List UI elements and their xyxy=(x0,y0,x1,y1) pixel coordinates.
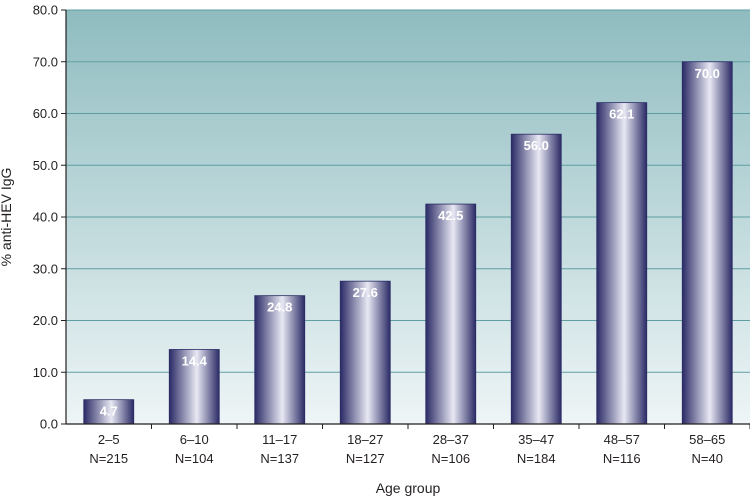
bar xyxy=(83,399,135,425)
x-tick-label: 28–37 xyxy=(433,432,469,447)
y-tick-label: 40.0 xyxy=(33,210,58,225)
bar xyxy=(681,61,733,425)
y-tick-label: 0.0 xyxy=(40,417,58,432)
bar xyxy=(339,280,391,425)
x-axis-label: Age group xyxy=(376,480,441,496)
bar xyxy=(254,295,306,425)
data-label: 24.8 xyxy=(267,300,292,315)
x-sample-size-label: N=40 xyxy=(692,451,723,466)
x-sample-size-label: N=127 xyxy=(346,451,385,466)
x-sample-size-label: N=116 xyxy=(603,451,641,466)
bars: 4.7 14.4 24.8 27.6 42.5 56.0 62.1 70.0 xyxy=(83,61,733,425)
x-tick-label: 11–17 xyxy=(262,432,297,447)
y-tick-label: 10.0 xyxy=(33,365,58,380)
data-label: 14.4 xyxy=(182,353,208,368)
x-tick-labels: 2–5 N=215 6–10 N=104 11–17 N=137 18–27 N=127 28–… xyxy=(89,424,750,466)
x-sample-size-label: N=137 xyxy=(260,451,299,466)
y-tick-label: 80.0 xyxy=(33,3,58,18)
data-label: 70.0 xyxy=(695,66,720,81)
x-tick-label: 2–5 xyxy=(98,432,120,447)
x-tick-label: 18–27 xyxy=(347,432,383,447)
y-axis-label: % anti-HEV IgG xyxy=(0,168,14,267)
bar xyxy=(168,349,220,425)
y-tick-label: 70.0 xyxy=(33,54,58,69)
data-label: 62.1 xyxy=(609,107,634,122)
x-tick-label: 48–57 xyxy=(604,432,640,447)
y-tick-label: 60.0 xyxy=(33,106,58,121)
x-sample-size-label: N=184 xyxy=(517,451,556,466)
bar xyxy=(596,102,648,425)
bar xyxy=(510,133,562,425)
y-tick-label: 30.0 xyxy=(33,261,58,276)
data-label: 4.7 xyxy=(100,404,118,419)
y-tick-labels: 0.0 10.0 20.0 30.0 40.0 50.0 60.0 70.0 80.0 xyxy=(33,3,66,432)
x-sample-size-label: N=215 xyxy=(89,451,128,466)
bar xyxy=(425,203,477,425)
data-label: 27.6 xyxy=(353,285,378,300)
data-label: 56.0 xyxy=(524,138,549,153)
x-tick-label: 6–10 xyxy=(180,432,209,447)
x-sample-size-label: N=106 xyxy=(431,451,470,466)
y-tick-label: 50.0 xyxy=(33,158,58,173)
x-tick-label: 35–47 xyxy=(518,432,554,447)
y-tick-label: 20.0 xyxy=(33,313,58,328)
data-label: 42.5 xyxy=(438,208,463,223)
x-sample-size-label: N=104 xyxy=(175,451,214,466)
x-tick-label: 58–65 xyxy=(689,432,725,447)
